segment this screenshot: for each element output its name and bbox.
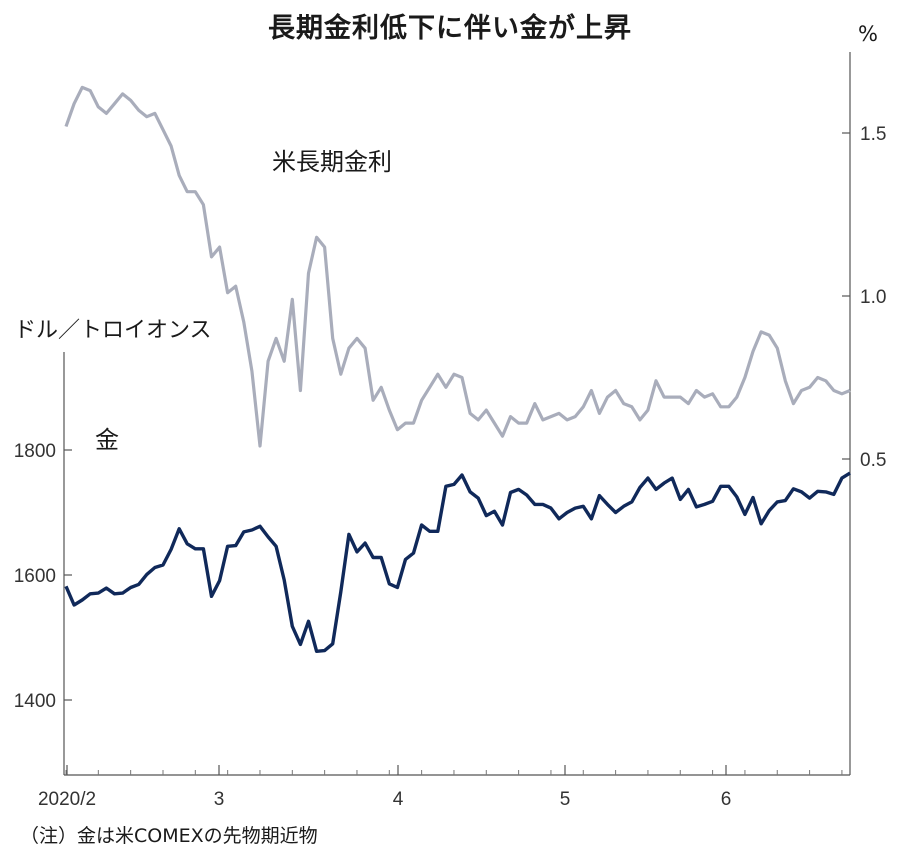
- x-tick-label: 2020/2: [38, 789, 96, 810]
- x-tick-label: 6: [721, 789, 732, 810]
- left-tick-label: 1800: [14, 441, 56, 462]
- right-axis-unit: %: [858, 22, 878, 46]
- series-label-yield: 米長期金利: [272, 148, 392, 176]
- right-tick-label: 1.0: [860, 287, 886, 308]
- left-tick-label: 1400: [14, 691, 56, 712]
- gold-series-line: [64, 471, 851, 653]
- x-tick-label: 3: [214, 789, 225, 810]
- x-tick-label: 5: [560, 789, 571, 810]
- left-axis-unit: ドル／トロイオンス: [14, 318, 212, 343]
- x-tick-label: 4: [393, 789, 404, 810]
- chart-title: 長期金利低下に伴い金が上昇: [268, 13, 632, 44]
- yield-series-line: [64, 85, 851, 448]
- right-tick-label: 0.5: [860, 450, 886, 471]
- series-label-gold: 金: [95, 426, 119, 454]
- footnote: （注）金は米COMEXの先物期近物: [20, 825, 318, 847]
- right-tick-label: 1.5: [860, 124, 886, 145]
- left-tick-label: 1600: [14, 566, 56, 587]
